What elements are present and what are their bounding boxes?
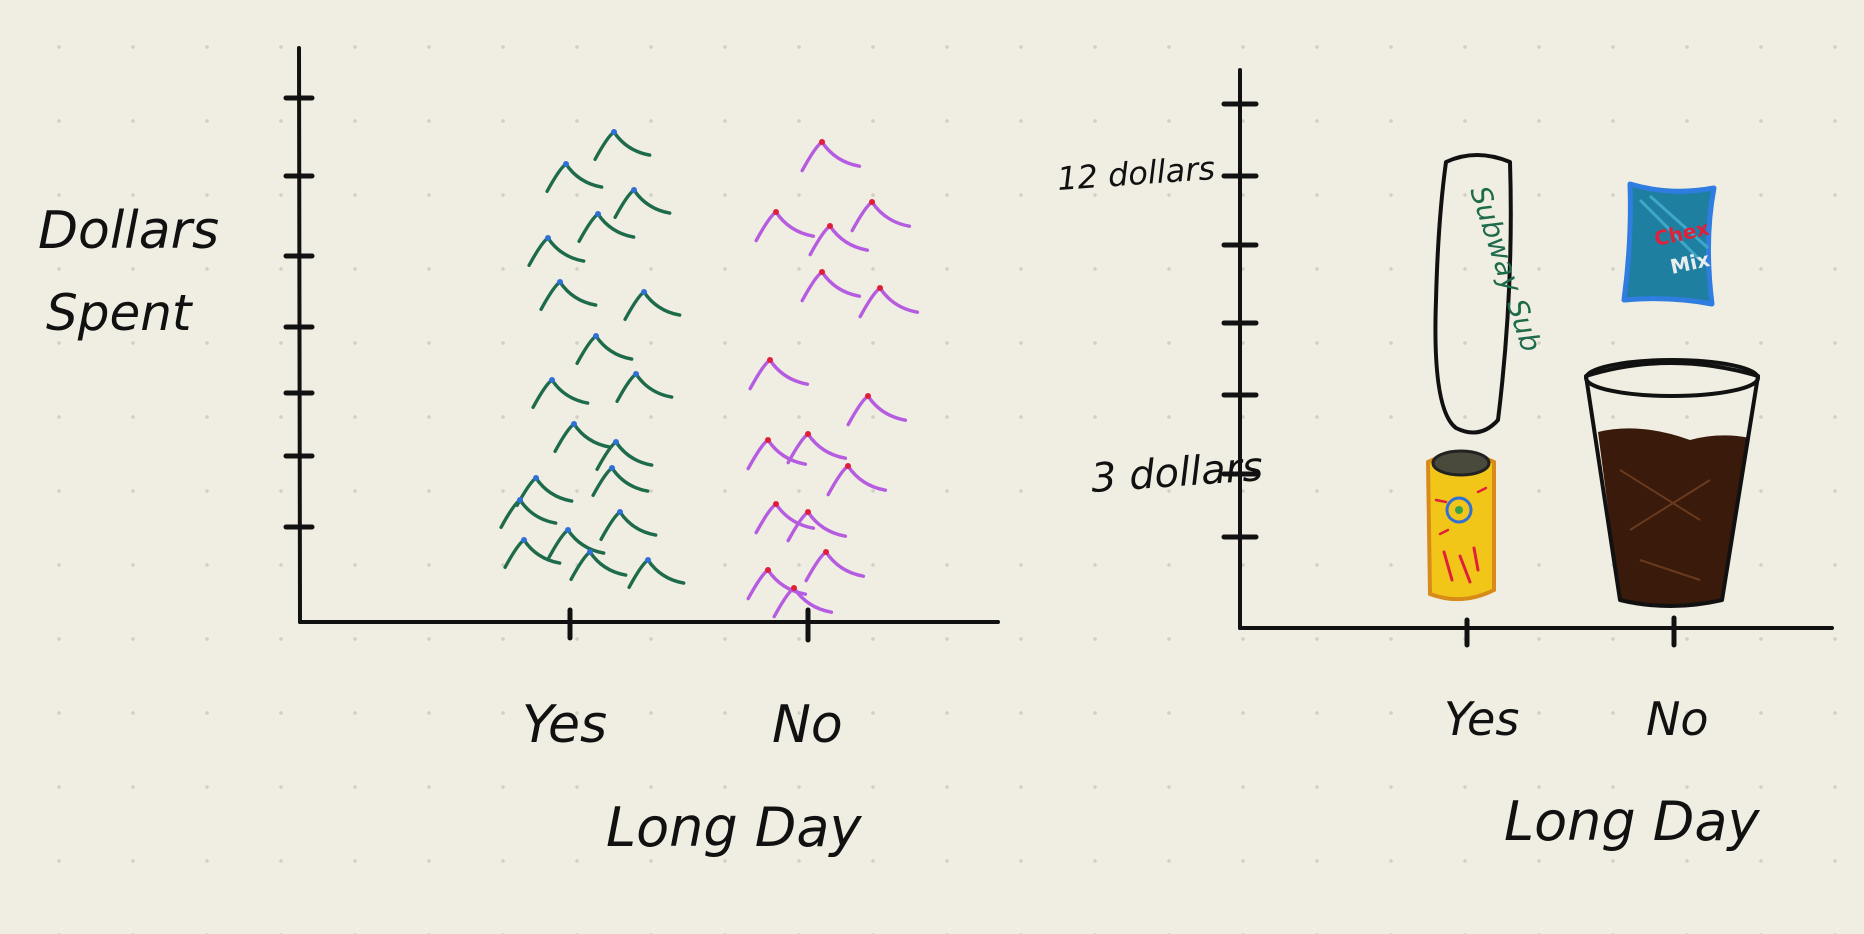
yes-mark (569, 549, 628, 581)
no-mark (846, 393, 908, 427)
yes-mark (575, 333, 634, 365)
no-mark (826, 463, 888, 497)
no-mark (808, 223, 870, 257)
no-mark (800, 139, 862, 173)
yes-mark (545, 161, 604, 193)
yes-mark (527, 235, 586, 267)
yes-marks-group (499, 129, 686, 589)
yes-mark (615, 371, 674, 403)
yes-mark (531, 377, 590, 409)
right-chart: 12 dollars 3 dollars Yes No Long Day Sub… (1056, 68, 1834, 853)
left-chart: Dollars Spent Yes No Long Day (38, 46, 1000, 859)
annotation-12-dollars: 12 dollars (1056, 149, 1216, 198)
no-mark (858, 285, 920, 319)
left-y-axis (297, 46, 302, 624)
yes-mark (595, 439, 654, 471)
yes-mark (627, 557, 686, 589)
no-mark (786, 509, 848, 543)
left-xcat-yes: Yes (522, 695, 607, 755)
no-mark (786, 431, 848, 465)
no-mark (850, 199, 912, 233)
yes-mark (599, 509, 658, 541)
yes-mark (591, 465, 650, 497)
yes-mark (515, 475, 574, 507)
no-marks-group (746, 139, 920, 619)
yes-mark (499, 497, 558, 529)
no-mark (772, 585, 834, 619)
yes-mark (547, 527, 606, 559)
soda-cup-picture (1584, 358, 1760, 608)
yes-mark (503, 537, 562, 569)
yes-mark (539, 279, 598, 311)
no-mark (746, 437, 808, 471)
right-xcat-no: No (1646, 692, 1709, 746)
yes-mark (623, 289, 682, 321)
no-mark (800, 269, 862, 303)
right-xlabel: Long Day (1504, 790, 1760, 853)
yes-mark (593, 129, 652, 161)
no-mark (804, 549, 866, 583)
no-mark (754, 209, 816, 243)
left-y-ticks (283, 95, 315, 530)
right-y-ticks (1221, 101, 1259, 540)
left-xlabel: Long Day (606, 796, 862, 859)
no-mark (754, 501, 816, 535)
energy-drink-can-picture (1425, 449, 1496, 602)
left-ylabel-line1: Dollars (38, 201, 219, 261)
subway-sandwich-picture: Subway Sub (1433, 153, 1548, 435)
yes-mark (577, 211, 636, 243)
yes-mark (613, 187, 672, 219)
yes-mark (553, 421, 612, 453)
right-xcat-yes: Yes (1444, 692, 1519, 746)
no-mark (748, 357, 810, 391)
left-xcat-no: No (772, 695, 843, 755)
left-ylabel-line2: Spent (46, 284, 194, 342)
chex-mix-bag-picture: Chex Mix (1621, 181, 1717, 307)
